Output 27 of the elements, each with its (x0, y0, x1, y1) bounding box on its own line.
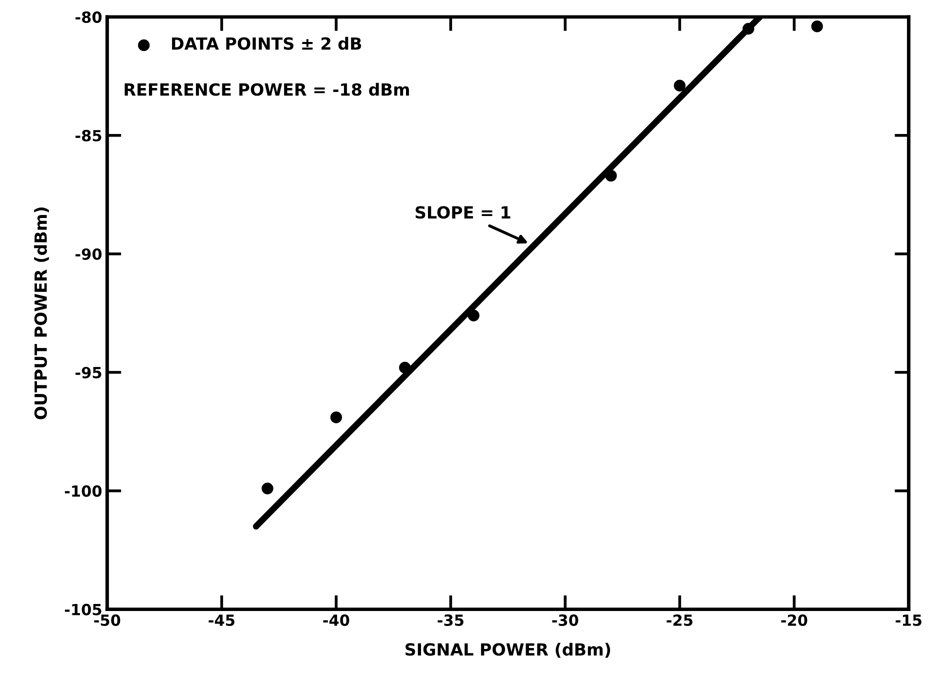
point (742, 22, 754, 35)
y-tick-label: -100 (64, 485, 102, 497)
legend-label: DATA POINTS ± 2 dB (172, 36, 362, 50)
x-tick-label: -15 (896, 614, 922, 626)
x-axis-title: SIGNAL POWER (dBm) (406, 642, 610, 658)
y-tick-label: -80 (76, 11, 102, 23)
y-axis-title: OUTPUT POWER (dBm) (34, 208, 49, 420)
point (811, 20, 823, 32)
point (674, 80, 686, 92)
y-tick-label: -95 (76, 366, 102, 378)
y-tick-label: -90 (76, 248, 102, 260)
x-tick-label: -30 (552, 614, 578, 626)
point (468, 310, 480, 322)
x-tick-label: -25 (666, 614, 692, 626)
y-tick-label: -105 (64, 604, 102, 616)
x-tick-label: -40 (323, 614, 350, 626)
point (262, 482, 274, 494)
x-tick-label: -35 (438, 614, 464, 626)
point (330, 412, 342, 424)
point (605, 170, 617, 182)
x-tick-label: -20 (781, 614, 808, 626)
annotation: REFERENCE POWER = -18 dBm (124, 82, 409, 96)
x-tick-label: -50 (94, 614, 120, 626)
y-tick-label: -85 (76, 130, 102, 142)
x-tick-label: -45 (208, 614, 234, 626)
annotation: SLOPE = 1 (416, 206, 510, 219)
point (399, 362, 411, 374)
